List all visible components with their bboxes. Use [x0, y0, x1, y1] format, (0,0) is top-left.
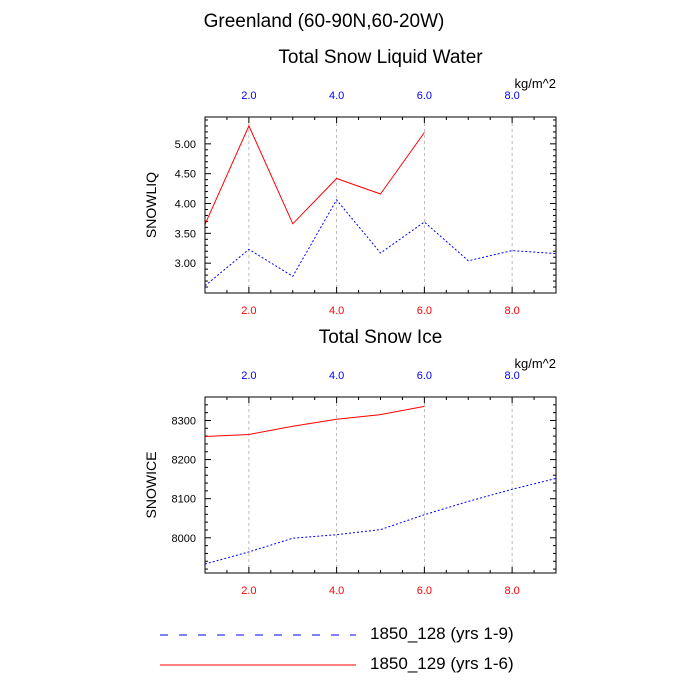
y-tick-label: 8100 [172, 494, 196, 506]
x-tick-label-top: 6.0 [417, 90, 432, 102]
x-tick-label-bottom: 8.0 [504, 585, 519, 597]
x-tick-label-top: 4.0 [329, 90, 344, 102]
series-line-1850-129 [204, 124, 425, 225]
x-tick-label-top: 4.0 [329, 370, 344, 382]
y-tick-label: 3.00 [175, 258, 196, 270]
x-tick-label-bottom: 6.0 [417, 585, 432, 597]
units-label: kg/m^2 [514, 76, 556, 91]
legend-label-1850-128: 1850_128 (yrs 1-9) [370, 624, 514, 643]
x-tick-label-bottom: 8.0 [504, 305, 519, 317]
y-tick-label: 5.00 [175, 139, 196, 151]
plot-frame [204, 396, 557, 574]
y-tick-label: 8200 [172, 455, 196, 467]
y-axis-label: SNOWLIQ [143, 172, 159, 238]
figure-title: Greenland (60-90N,60-20W) [203, 11, 445, 32]
y-axis-label: SNOWICE [143, 452, 159, 519]
x-tick-label-bottom: 4.0 [329, 305, 344, 317]
chart-panel-1: Total Snow Liquid Water kg/m^2 3.00 3.50 4.0… [143, 47, 557, 317]
series-line-1850-128 [204, 199, 557, 287]
chart-title: Total Snow Liquid Water [278, 47, 483, 68]
y-tick-label: 8300 [172, 415, 196, 427]
x-tick-label-bottom: 4.0 [329, 585, 344, 597]
units-label: kg/m^2 [514, 356, 556, 371]
x-tick-label-top: 2.0 [241, 90, 256, 102]
y-tick-label: 3.50 [175, 228, 196, 240]
series-line-1850-128 [204, 477, 557, 565]
x-tick-label-top: 2.0 [241, 370, 256, 382]
chart-panel-2: Total Snow Ice kg/m^2 8000 8100 8200 8300 2.0 2… [143, 327, 557, 597]
y-tick-label: 4.50 [175, 169, 196, 181]
chart-title: Total Snow Ice [319, 327, 443, 348]
y-tick-label: 4.00 [175, 199, 196, 211]
x-tick-label-bottom: 2.0 [241, 585, 256, 597]
x-tick-label-bottom: 6.0 [417, 305, 432, 317]
x-tick-label-top: 6.0 [417, 370, 432, 382]
x-tick-label-bottom: 2.0 [241, 305, 256, 317]
plot-frame [204, 116, 557, 294]
legend-label-1850-129: 1850_129 (yrs 1-6) [370, 654, 514, 673]
series-line-1850-129 [204, 405, 425, 437]
y-tick-label: 8000 [172, 533, 196, 545]
x-tick-label-top: 8.0 [504, 90, 519, 102]
x-tick-label-top: 8.0 [504, 370, 519, 382]
